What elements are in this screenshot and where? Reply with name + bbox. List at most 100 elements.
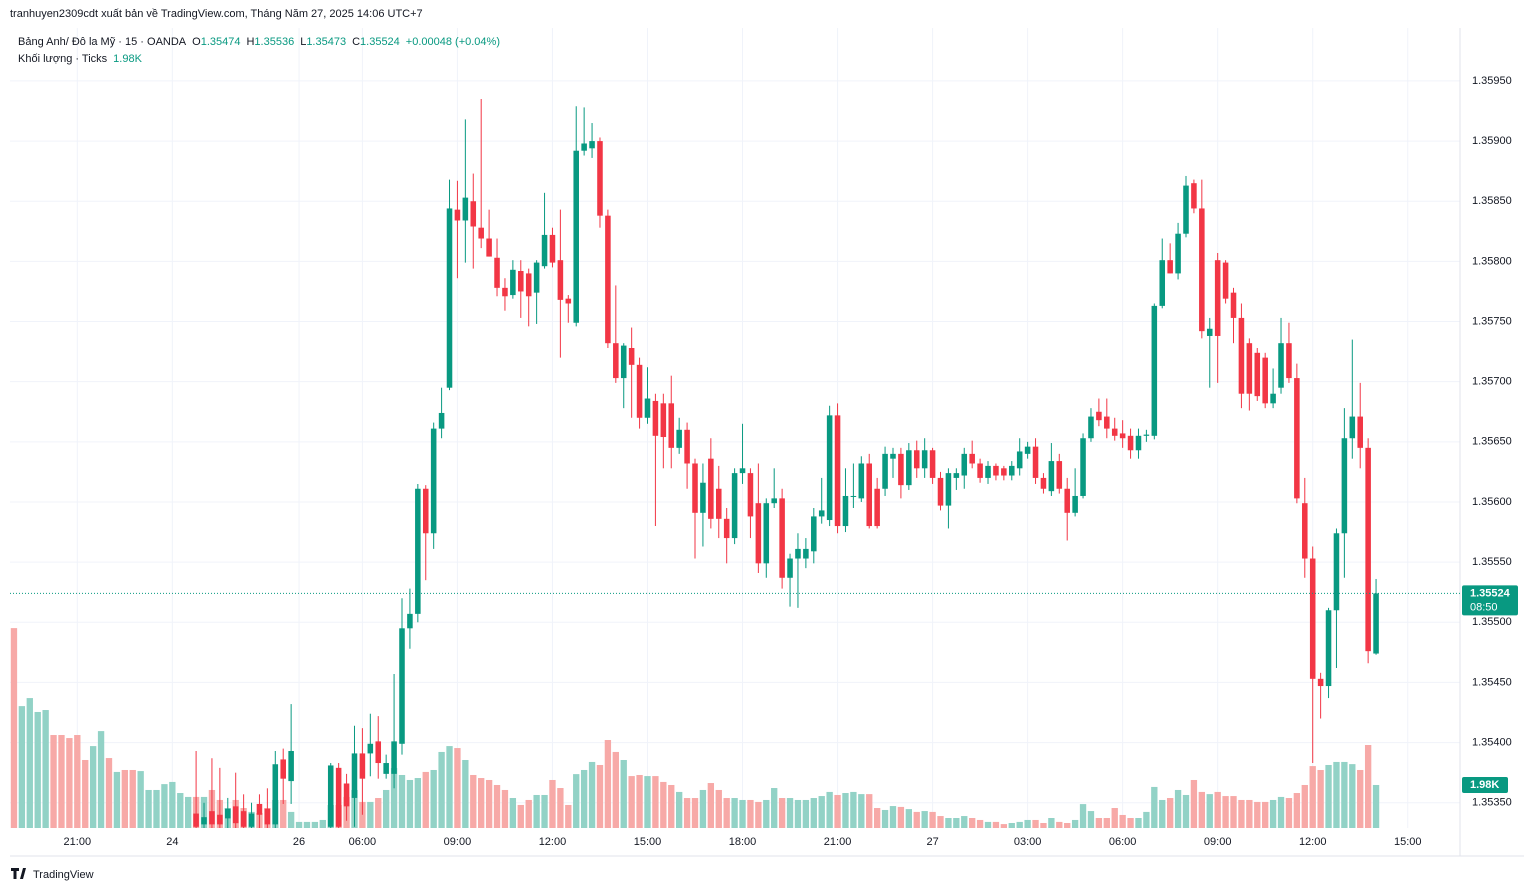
volume-bar [1151,786,1158,828]
volume-bar [367,801,374,828]
volume-bar [937,816,944,828]
volume-bar [1135,818,1142,828]
volume-bar [913,811,920,828]
volume-bar [660,781,667,828]
candle-body [842,495,849,527]
volume-bar [145,789,152,828]
candle-body [1151,305,1158,436]
candle-body [1270,393,1276,404]
candle-body [1104,416,1110,429]
candle-body [1278,343,1284,388]
y-tick-label: 1.35350 [1472,797,1512,809]
candle-body [193,813,199,827]
volume-bar [359,801,366,828]
candle-body [232,806,239,824]
volume-bar [549,779,556,828]
change: +0.00048 (+0.04%) [406,36,500,48]
volume-bar [826,791,833,828]
price-tag [1462,585,1518,616]
candle-body [1143,434,1150,436]
volume-bar [375,798,382,828]
candle-body [818,510,825,517]
ohlc-value: 1.35474 [201,36,241,48]
volume-bar [1008,823,1015,828]
x-tick-label: 12:00 [1299,836,1327,848]
candle-body [288,751,294,782]
volume-bar [953,818,960,828]
volume-bar [454,748,461,828]
volume-bar [1111,808,1118,828]
volume-bar [834,794,841,828]
candle-body [240,811,247,827]
volume-bar [1277,796,1285,828]
candle-body [462,197,469,221]
candle-body [248,813,255,827]
volume-bar [897,806,905,828]
volume-bar [1293,793,1301,828]
candle-body [1159,260,1166,306]
candle-body [438,412,445,429]
ohlc-value: 1.35524 [360,36,400,48]
legend-line: Bảng Anh/ Đô la Mỹ · 15 · OANDA O1.35474 H… [18,36,500,48]
candle-body [264,808,271,825]
candle-body [415,488,421,614]
volume-legend: Khối lượng · Ticks 1.98K [18,53,143,65]
candle-body [834,415,841,527]
volume-bar [169,781,176,828]
volume-bar [1166,798,1174,828]
x-tick-label: 18:00 [729,836,757,848]
candle-body [1262,357,1268,404]
volume-bar [723,798,730,828]
candle-body [969,453,975,464]
volume-tag-value: 1.98K [1470,779,1499,791]
volume-bar [1364,745,1372,828]
candle-body [518,271,524,292]
candle-body [628,348,635,365]
candle-body [906,450,912,486]
volume-bar [786,798,794,828]
price-pane [193,98,1379,828]
volume-bar [1016,821,1023,828]
volume-bar [1254,801,1261,828]
volume-bar [398,774,406,828]
x-tick-label: 12:00 [539,836,567,848]
volume-bar [303,821,311,828]
volume-bar [390,768,398,828]
volume-bar [1159,799,1166,828]
volume-bar [1222,796,1229,828]
candle-body [399,628,405,744]
volume-bar [1071,819,1079,828]
volume-bar [319,819,326,828]
candle-body [1222,262,1229,299]
volume-bar [446,746,453,828]
volume-bar [1333,761,1340,828]
ohlc-value: 1.35536 [254,36,294,48]
volume-bar [992,821,1000,828]
candle-body [573,150,579,323]
volume-bar [42,710,49,828]
candle-body [1214,260,1221,336]
candle-body [327,765,334,827]
volume-bar [66,738,73,828]
candle-body [1167,260,1173,274]
volume-bar [636,774,643,828]
volume-bar [478,778,485,828]
candle-body [375,741,382,764]
volume-bar [1174,789,1182,828]
candle-body [494,257,500,288]
candle-body [1080,438,1086,496]
candle-body [1001,468,1007,476]
candle-body [898,453,904,486]
candle-body [1191,183,1197,209]
x-tick-label: 09:00 [444,836,472,848]
volume-bar [34,711,41,828]
candle-body [1286,343,1292,379]
x-tick-label: 15:00 [634,836,662,848]
candle-body [201,817,207,825]
volume-bar [747,799,754,828]
volume-bar [1056,821,1063,828]
price-tag-value: 1.35524 [1470,587,1511,599]
volume-bar [1325,764,1332,828]
volume-bar [1087,811,1095,828]
candle-body [1302,503,1308,559]
